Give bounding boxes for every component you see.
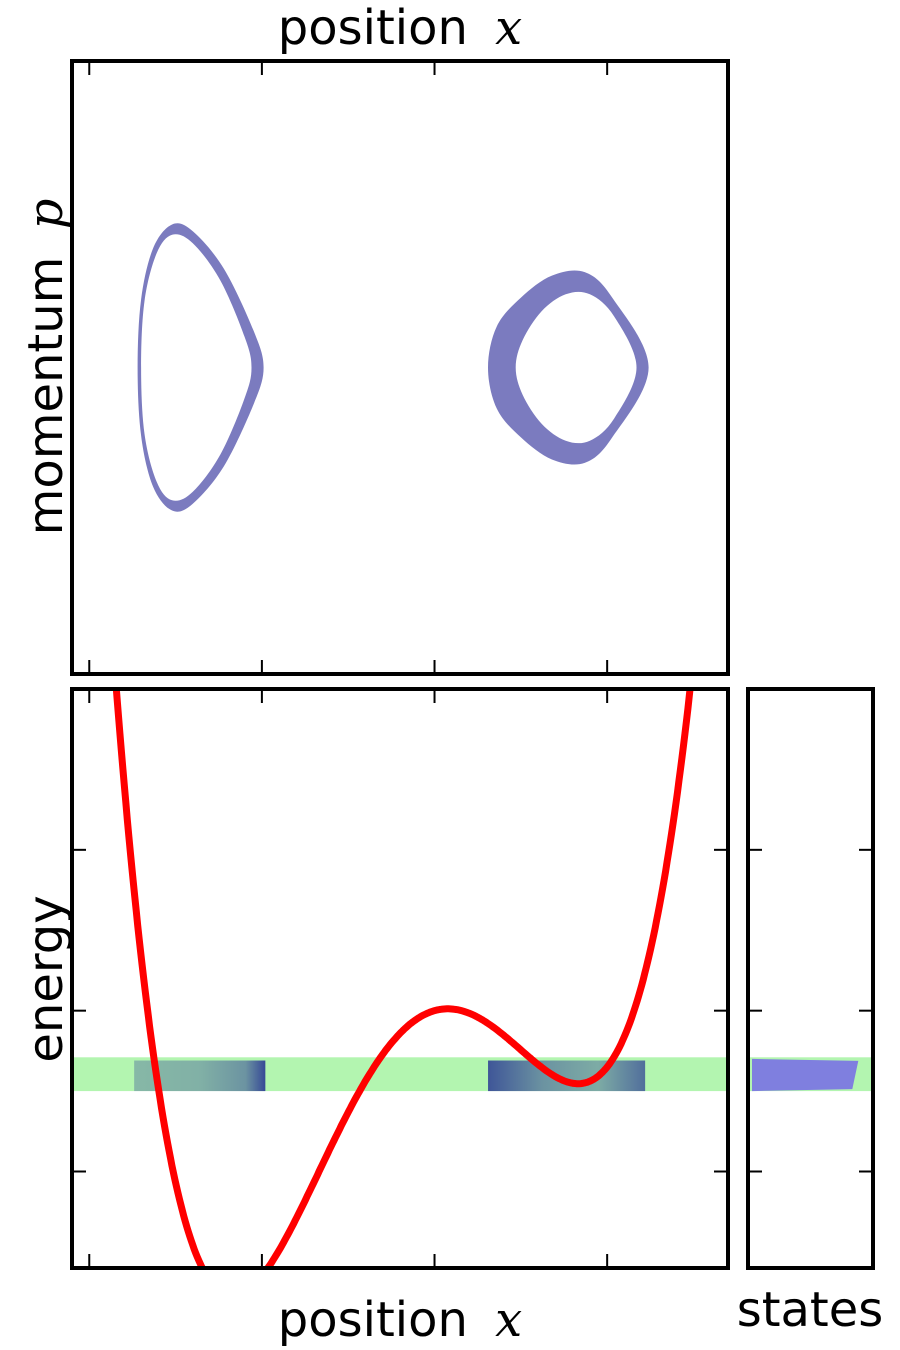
states-x-label: states [737, 1282, 884, 1338]
left-orbit [137, 223, 264, 512]
energy-y-label: energy [18, 895, 74, 1062]
phase-y-label: momentum p [18, 199, 74, 536]
bottom-x-label-word: position [278, 1292, 468, 1348]
top-axis-title-word: position [278, 0, 468, 56]
potential-panel [70, 687, 730, 1270]
density-band-segment [488, 1060, 646, 1092]
phase-y-label-var: p [18, 199, 74, 230]
right-orbit [488, 270, 649, 465]
bottom-x-label-var: x [495, 1292, 522, 1348]
top-axis-title-var: x [495, 0, 522, 56]
potential-frame [70, 687, 730, 1270]
top-axis-title: position x [278, 0, 522, 56]
phase-y-label-word: momentum [18, 257, 74, 536]
states-panel [746, 687, 875, 1270]
states-density [752, 1058, 859, 1092]
bottom-x-label: position x [278, 1292, 522, 1348]
phase-space-panel [70, 59, 730, 676]
states-frame [746, 687, 875, 1270]
potential-curve [112, 689, 694, 1268]
phase-frame [70, 59, 730, 676]
